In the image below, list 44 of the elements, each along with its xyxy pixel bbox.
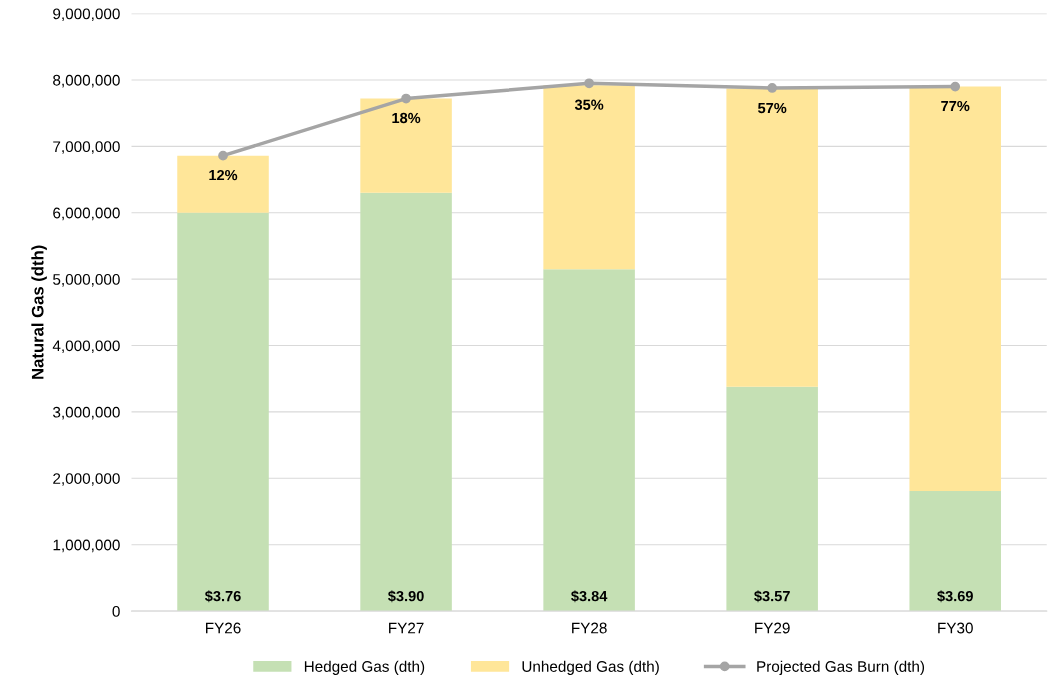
annotation: $3.69 — [937, 590, 973, 603]
y-tick-label: 9,000,000 — [53, 8, 120, 22]
annotation: $3.90 — [388, 590, 424, 603]
y-tick-label: 8,000,000 — [53, 74, 120, 88]
bar — [177, 155, 269, 213]
annotation: 12% — [209, 169, 238, 181]
x-tick-label: FY26 — [206, 622, 241, 634]
point — [401, 93, 411, 104]
bar — [909, 86, 1001, 491]
bar — [360, 192, 452, 612]
y-tick-label: 4,000,000 — [52, 340, 120, 354]
bar — [726, 386, 818, 612]
y-tick-label: 3,000,000 — [53, 406, 120, 420]
y-tick-label: 0 — [112, 605, 120, 617]
y-tick-label: 7,000,000 — [53, 141, 120, 154]
legend-label: Hedged Gas (dth) — [304, 660, 425, 675]
annotation: $3.57 — [754, 590, 790, 603]
legend-label: Projected Gas Burn (dth) — [757, 660, 925, 675]
y-tick-label: 6,000,000 — [53, 207, 120, 221]
point — [950, 81, 961, 92]
point — [218, 150, 228, 161]
point — [584, 78, 594, 89]
x-tick-label: FY30 — [938, 622, 973, 634]
x-tick-label: FY27 — [389, 622, 424, 634]
annotation: $3.76 — [204, 590, 241, 603]
x-tick-label: FY29 — [755, 622, 790, 634]
bar — [726, 88, 818, 387]
bar — [543, 269, 635, 612]
annotation: 57% — [758, 102, 787, 114]
y-axis-title: Natural Gas (dth) — [31, 245, 47, 379]
y-tick-label: 5,000,000 — [53, 274, 120, 287]
legend-label: Unhedged Gas (dth) — [522, 660, 659, 675]
annotation: 35% — [574, 99, 604, 110]
annotation: 77% — [941, 100, 970, 112]
annotation: 18% — [392, 112, 421, 124]
bar — [543, 85, 635, 270]
point — [767, 83, 778, 93]
annotation: $3.84 — [571, 590, 608, 603]
y-tick-label: 2,000,000 — [53, 473, 120, 486]
x-tick-label: FY28 — [572, 622, 607, 634]
bar — [177, 212, 269, 612]
bar — [909, 490, 1001, 612]
bar — [360, 98, 452, 193]
y-tick-label: 1,000,000 — [53, 539, 120, 553]
